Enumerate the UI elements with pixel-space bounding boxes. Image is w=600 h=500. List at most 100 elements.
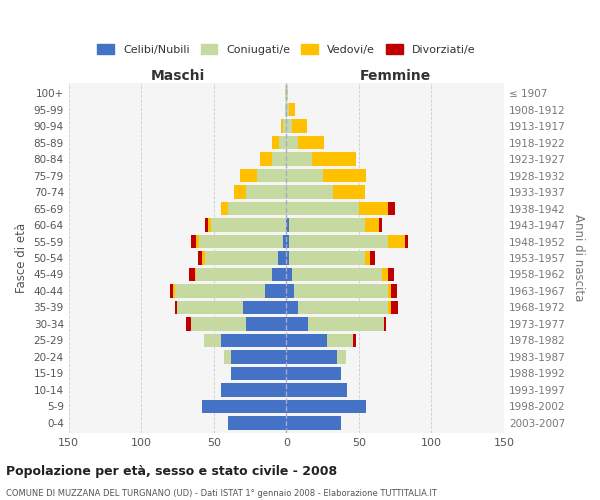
Bar xyxy=(308,317,383,330)
Bar xyxy=(298,300,388,314)
Bar xyxy=(283,235,286,248)
Bar xyxy=(281,120,283,133)
Bar xyxy=(173,284,175,298)
Bar xyxy=(178,300,243,314)
Bar xyxy=(208,218,211,232)
Bar xyxy=(365,218,379,232)
Bar xyxy=(286,218,289,232)
Bar xyxy=(379,218,382,232)
Bar xyxy=(191,317,245,330)
Bar xyxy=(286,268,292,281)
Bar xyxy=(286,416,341,430)
Bar xyxy=(298,136,324,149)
Bar xyxy=(202,400,286,413)
Bar xyxy=(260,152,272,166)
Bar xyxy=(175,284,265,298)
Text: COMUNE DI MUZZANA DEL TURGNANO (UD) - Dati ISTAT 1° gennaio 2008 - Elaborazione : COMUNE DI MUZZANA DEL TURGNANO (UD) - Da… xyxy=(6,488,437,498)
Bar xyxy=(323,169,366,182)
Bar xyxy=(292,268,382,281)
Bar xyxy=(189,268,195,281)
Bar xyxy=(265,284,286,298)
Bar xyxy=(286,350,337,364)
Bar xyxy=(221,383,286,396)
Y-axis label: Fasce di età: Fasce di età xyxy=(15,223,28,293)
Bar xyxy=(286,235,289,248)
Bar xyxy=(196,235,199,248)
Bar xyxy=(388,284,391,298)
Bar xyxy=(383,317,386,330)
Bar xyxy=(286,86,288,100)
Bar xyxy=(286,251,289,264)
Bar xyxy=(234,186,245,199)
Text: Popolazione per età, sesso e stato civile - 2008: Popolazione per età, sesso e stato civil… xyxy=(6,464,337,477)
Bar xyxy=(231,350,286,364)
Bar xyxy=(293,284,388,298)
Bar xyxy=(388,268,394,281)
Bar xyxy=(286,300,298,314)
Bar xyxy=(285,86,286,100)
Y-axis label: Anni di nascita: Anni di nascita xyxy=(572,214,585,302)
Legend: Celibi/Nubili, Coniugati/e, Vedovi/e, Divorziati/e: Celibi/Nubili, Coniugati/e, Vedovi/e, Di… xyxy=(93,40,479,60)
Bar xyxy=(205,251,278,264)
Bar xyxy=(286,334,327,347)
Bar xyxy=(286,120,292,133)
Bar xyxy=(278,251,286,264)
Bar xyxy=(286,152,313,166)
Bar xyxy=(224,350,231,364)
Bar xyxy=(203,334,221,347)
Bar xyxy=(289,235,388,248)
Bar xyxy=(202,251,205,264)
Bar xyxy=(257,169,286,182)
Bar xyxy=(289,103,295,117)
Bar xyxy=(170,284,173,298)
Bar xyxy=(243,300,286,314)
Bar xyxy=(272,268,286,281)
Bar xyxy=(289,218,365,232)
Bar xyxy=(211,218,286,232)
Bar xyxy=(286,400,366,413)
Bar xyxy=(405,235,408,248)
Bar xyxy=(285,103,286,117)
Bar xyxy=(205,218,208,232)
Bar xyxy=(283,120,286,133)
Bar xyxy=(353,334,356,347)
Bar xyxy=(279,136,286,149)
Bar xyxy=(195,268,196,281)
Bar xyxy=(388,202,395,215)
Bar xyxy=(286,186,333,199)
Bar xyxy=(388,300,391,314)
Bar xyxy=(286,383,347,396)
Bar xyxy=(337,350,346,364)
Bar xyxy=(391,300,398,314)
Bar xyxy=(382,268,388,281)
Bar xyxy=(191,235,196,248)
Bar xyxy=(240,169,257,182)
Bar xyxy=(289,251,365,264)
Bar xyxy=(231,366,286,380)
Bar xyxy=(286,169,323,182)
Bar xyxy=(333,186,365,199)
Bar xyxy=(327,334,353,347)
Bar xyxy=(391,284,397,298)
Bar xyxy=(228,416,286,430)
Bar xyxy=(313,152,356,166)
Bar xyxy=(272,136,279,149)
Bar xyxy=(245,317,286,330)
Bar xyxy=(359,202,388,215)
Bar xyxy=(198,251,202,264)
Bar xyxy=(272,152,286,166)
Bar xyxy=(286,284,293,298)
Bar xyxy=(286,202,359,215)
Text: Femmine: Femmine xyxy=(359,68,431,82)
Bar xyxy=(221,202,228,215)
Bar xyxy=(245,186,286,199)
Bar xyxy=(286,366,341,380)
Bar xyxy=(292,120,307,133)
Bar xyxy=(388,235,405,248)
Bar xyxy=(228,202,286,215)
Bar xyxy=(286,103,289,117)
Bar xyxy=(286,136,298,149)
Bar xyxy=(365,251,370,264)
Bar xyxy=(199,235,283,248)
Bar xyxy=(221,334,286,347)
